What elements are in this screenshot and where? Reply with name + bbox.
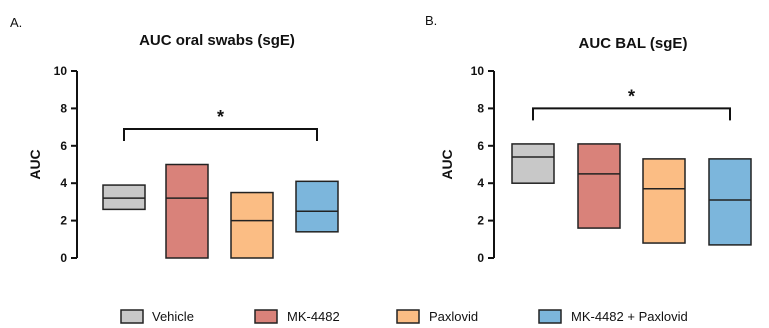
chart-title: AUC BAL (sgE): [579, 35, 688, 52]
y-tick-label: 8: [477, 101, 484, 115]
y-tick-label: 8: [60, 101, 67, 115]
y-tick-label: 4: [60, 176, 67, 190]
legend-swatch-4: [538, 309, 562, 324]
y-tick-label: 10: [471, 64, 485, 78]
chart-title: AUC oral swabs (sgE): [139, 32, 295, 49]
legend-swatch-3: [396, 309, 420, 324]
significance-bracket: [123, 127, 318, 141]
box-4: [708, 158, 752, 246]
panel-letter: A.: [10, 15, 22, 30]
y-tick-label: 10: [54, 64, 68, 78]
box-3: [642, 158, 686, 244]
significance-label: *: [217, 107, 224, 127]
y-tick-label: 2: [60, 214, 67, 228]
legend-label-4: MK-4482 + Paxlovid: [571, 309, 688, 324]
box-1: [511, 143, 555, 184]
y-tick-label: 0: [60, 251, 67, 265]
y-tick-label: 0: [477, 251, 484, 265]
legend-swatch-1: [120, 309, 144, 324]
y-tick-label: 4: [477, 176, 484, 190]
box-3: [230, 191, 274, 259]
box-2: [165, 163, 209, 259]
box-4: [295, 180, 339, 233]
significance-bracket: [532, 107, 731, 121]
legend-label-1: Vehicle: [152, 309, 194, 324]
box-2: [577, 143, 621, 229]
legend-label-2: MK-4482: [287, 309, 340, 324]
y-tick-label: 2: [477, 214, 484, 228]
significance-label: *: [628, 86, 635, 106]
y-tick-label: 6: [60, 139, 67, 153]
panel-letter: B.: [425, 13, 437, 28]
legend-swatch-2: [254, 309, 278, 324]
y-tick-label: 6: [477, 139, 484, 153]
y-axis-label: AUC: [27, 149, 43, 179]
y-axis-label: AUC: [439, 149, 455, 179]
box-1: [102, 184, 146, 211]
legend-label-3: Paxlovid: [429, 309, 478, 324]
